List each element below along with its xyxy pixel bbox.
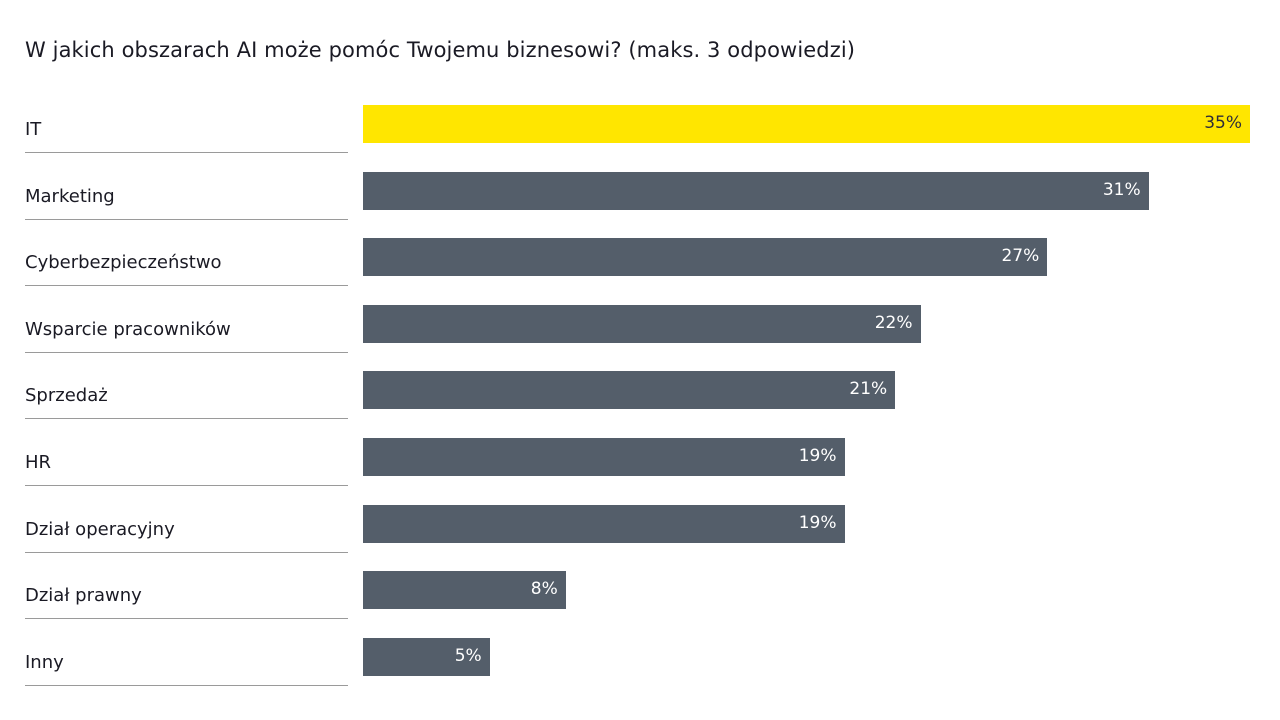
- category-label: HR: [25, 452, 52, 473]
- category-label: IT: [25, 119, 42, 140]
- label-underline: [25, 285, 348, 287]
- label-underline: [25, 152, 348, 153]
- label-underline: [25, 218, 348, 220]
- category-label: Cyberbezpieczeństwo: [25, 252, 222, 274]
- bar: 22%: [363, 304, 921, 343]
- bar: 8%: [363, 571, 566, 610]
- category-label: Dział operacyjny: [25, 518, 175, 540]
- category-label: Marketing: [25, 185, 115, 207]
- data-label: 19%: [798, 446, 837, 466]
- category-label: Dział prawny: [25, 585, 142, 607]
- bar: 31%: [363, 171, 1149, 210]
- data-label: 27%: [1001, 246, 1040, 267]
- label-underline: [25, 485, 348, 486]
- label-underline: [25, 618, 348, 620]
- data-label: 22%: [874, 312, 913, 333]
- data-label: 5%: [454, 645, 482, 666]
- bar: 19%: [363, 438, 845, 476]
- bar: 5%: [363, 637, 490, 676]
- bar: 27%: [363, 238, 1048, 277]
- bar: 19%: [363, 504, 845, 543]
- label-underline: [25, 551, 348, 553]
- data-label: 8%: [530, 579, 558, 600]
- bar: 35%: [363, 105, 1250, 143]
- category-label: Wsparcie pracowników: [25, 318, 231, 340]
- label-underline: [25, 684, 348, 686]
- data-label: 31%: [1102, 179, 1141, 200]
- category-label: Inny: [25, 651, 64, 673]
- category-label: Sprzedaż: [25, 385, 108, 407]
- data-label: 19%: [798, 512, 837, 533]
- data-label: 35%: [1204, 113, 1242, 133]
- label-underline: [25, 418, 348, 420]
- chart-title: W jakich obszarach AI może pomóc Twojemu…: [25, 38, 856, 62]
- data-label: 21%: [849, 379, 888, 400]
- label-underline: [25, 351, 348, 353]
- bar: 21%: [363, 371, 896, 410]
